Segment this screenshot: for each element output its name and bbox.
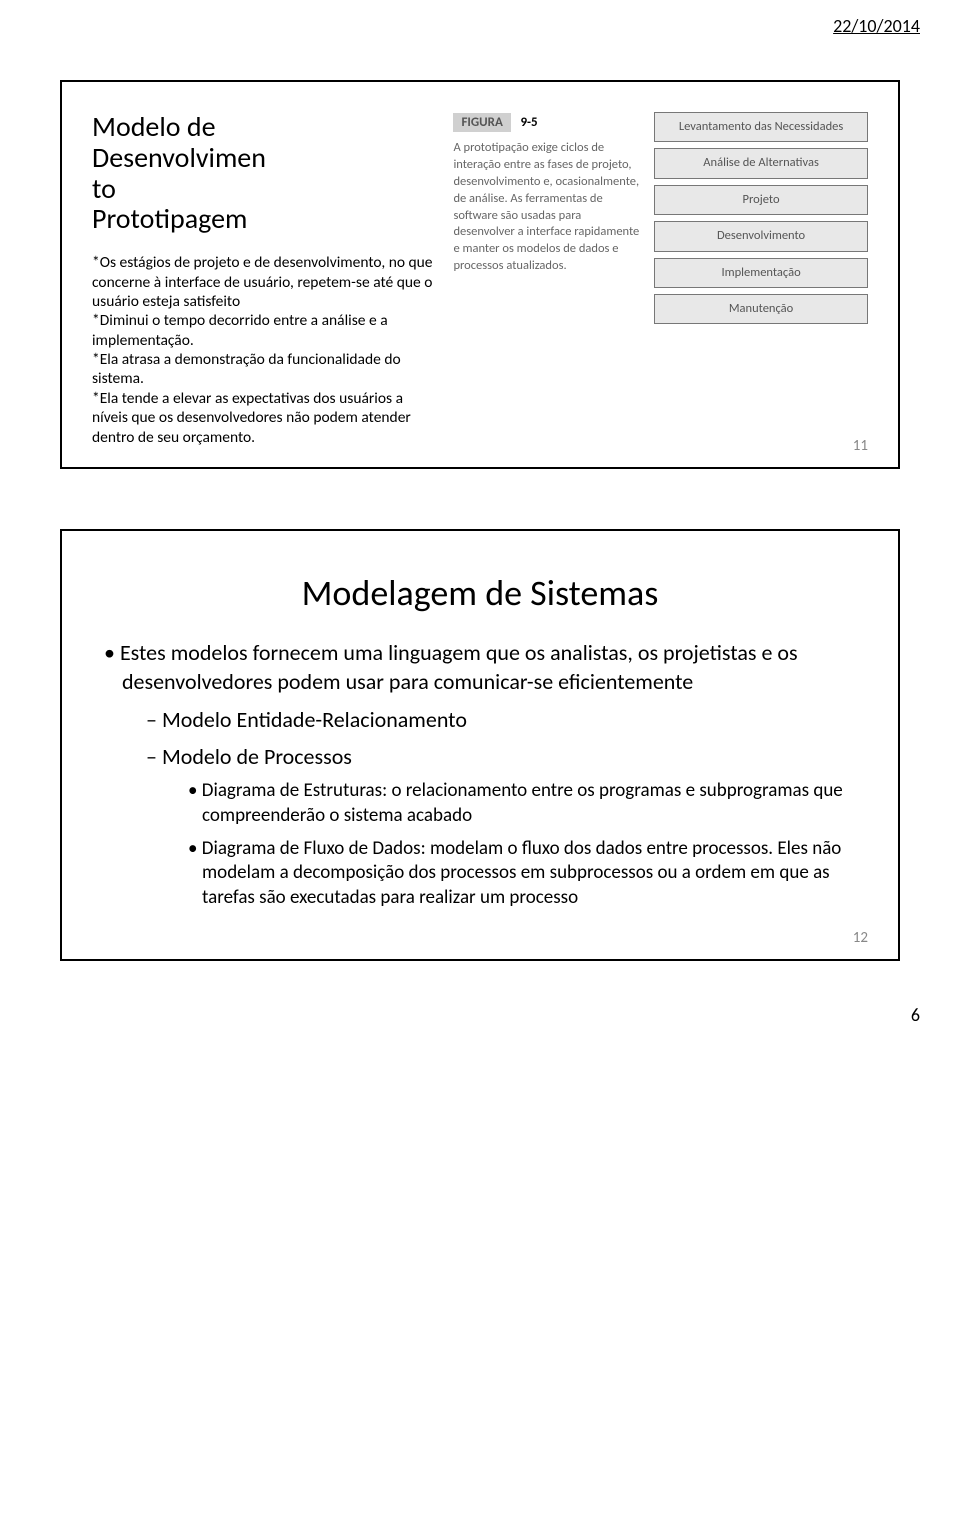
- flow-box: Manutenção: [654, 294, 868, 324]
- slide-right-column: FIGURA 9-5 A prototipação exige ciclos d…: [453, 112, 868, 447]
- slide-11: Modelo de Desenvolvimen to Prototipagem …: [60, 80, 900, 469]
- page: 22/10/2014 Modelo de Desenvolvimen to Pr…: [0, 0, 960, 1041]
- bullet-level1: Estes modelos fornecem uma linguagem que…: [122, 639, 868, 696]
- flow-box: Análise de Alternativas: [654, 148, 868, 178]
- figure-caption-column: FIGURA 9-5 A prototipação exige ciclos d…: [453, 112, 644, 447]
- bullet-level2: Modelo de Processos: [162, 743, 868, 772]
- slide-number: 12: [853, 929, 868, 947]
- title-line: Desenvolvimen: [92, 140, 266, 175]
- slide-body-text: *Os estágios de projeto e de desenvolvim…: [92, 253, 433, 447]
- date-header: 22/10/2014: [833, 15, 920, 37]
- flow-box: Levantamento das Necessidades: [654, 112, 868, 142]
- bullet-level3: Diagrama de Estruturas: o relacionamento…: [202, 779, 868, 828]
- bullet-level2: Modelo Entidade-Relacionamento: [162, 706, 868, 735]
- flow-box: Desenvolvimento: [654, 221, 868, 251]
- flowchart: Levantamento das Necessidades Análise de…: [654, 112, 868, 447]
- slide-title: Modelo de Desenvolvimen to Prototipagem: [92, 112, 433, 235]
- figure-caption: A prototipação exige ciclos de interação…: [453, 140, 644, 275]
- slide-title: Modelagem de Sistemas: [92, 571, 868, 615]
- figure-header: FIGURA 9-5: [453, 112, 644, 132]
- figure-number: 9-5: [520, 115, 537, 130]
- title-line: to: [92, 171, 116, 206]
- slide-left-column: Modelo de Desenvolvimen to Prototipagem …: [92, 112, 433, 447]
- bullet-level3: Diagrama de Fluxo de Dados: modelam o fl…: [202, 837, 868, 911]
- flow-box: Projeto: [654, 185, 868, 215]
- slide-body: Modelo de Desenvolvimen to Prototipagem …: [92, 112, 868, 447]
- slide-12: Modelagem de Sistemas Estes modelos forn…: [60, 529, 900, 961]
- title-line: Modelo de: [92, 109, 216, 144]
- flow-box: Implementação: [654, 258, 868, 288]
- title-line: Prototipagem: [92, 201, 247, 236]
- slide-number: 11: [853, 437, 868, 455]
- figure-label: FIGURA: [453, 113, 510, 132]
- page-number: 6: [911, 1004, 920, 1026]
